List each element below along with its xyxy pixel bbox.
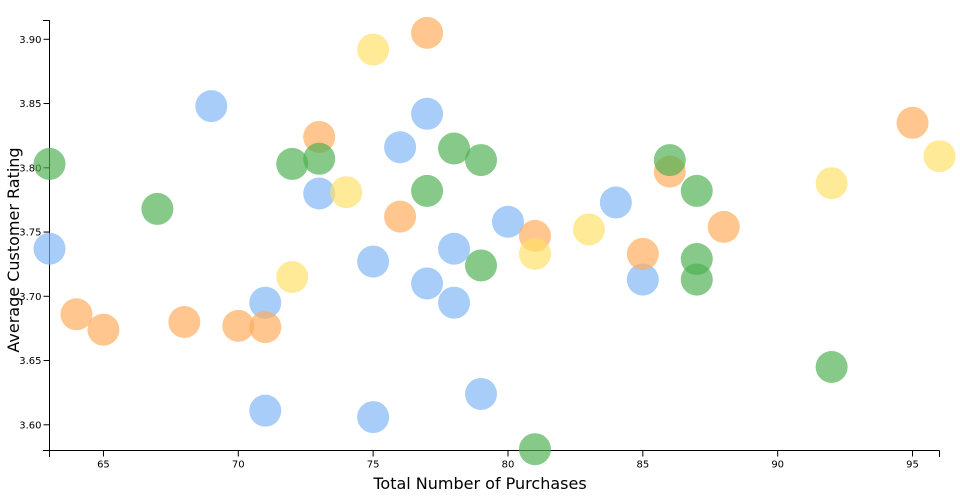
data-point-yellow[interactable]	[572, 213, 605, 246]
data-point-orange[interactable]	[896, 106, 929, 139]
x-axis-title: Total Number of Purchases	[372, 474, 586, 493]
data-point-green[interactable]	[518, 433, 551, 466]
data-point-green[interactable]	[411, 174, 444, 207]
y-tick-label: 3.90	[19, 35, 41, 46]
data-point-blue[interactable]	[357, 245, 390, 278]
data-point-orange[interactable]	[222, 309, 255, 342]
data-point-yellow[interactable]	[815, 167, 848, 200]
data-point-green[interactable]	[438, 132, 471, 165]
points-layer	[33, 16, 956, 466]
y-tick-label: 3.65	[19, 356, 41, 367]
data-point-blue[interactable]	[626, 263, 659, 296]
data-point-blue[interactable]	[411, 97, 444, 130]
y-tick-label: 3.80	[19, 163, 41, 174]
x-tick-label: 95	[906, 460, 919, 471]
data-point-yellow[interactable]	[276, 261, 309, 294]
data-point-yellow[interactable]	[923, 140, 956, 173]
data-point-blue[interactable]	[357, 401, 390, 434]
x-tick-label: 85	[636, 460, 649, 471]
data-point-blue[interactable]	[249, 394, 282, 427]
x-axis: 65 70 75 80 85 90 95	[49, 450, 940, 471]
data-point-orange[interactable]	[707, 210, 740, 243]
data-point-blue[interactable]	[438, 286, 471, 319]
y-tick-label: 3.60	[19, 420, 41, 431]
data-point-orange[interactable]	[249, 311, 282, 344]
data-point-green[interactable]	[680, 174, 713, 207]
x-tick-label: 80	[502, 460, 515, 471]
data-point-orange[interactable]	[87, 313, 120, 346]
data-point-orange[interactable]	[626, 237, 659, 270]
data-point-green[interactable]	[465, 144, 498, 177]
data-point-green[interactable]	[465, 249, 498, 282]
y-axis-title: Average Customer Rating	[4, 147, 23, 352]
y-tick-label: 3.75	[19, 228, 41, 239]
x-tick-label: 90	[771, 460, 784, 471]
data-point-blue[interactable]	[491, 205, 524, 238]
data-point-blue[interactable]	[249, 286, 282, 319]
data-point-green[interactable]	[141, 192, 174, 225]
data-point-yellow[interactable]	[330, 176, 363, 209]
data-point-green[interactable]	[33, 147, 66, 180]
data-point-blue[interactable]	[33, 232, 66, 265]
data-point-orange[interactable]	[384, 200, 417, 233]
data-point-blue[interactable]	[411, 267, 444, 300]
data-point-blue[interactable]	[195, 90, 228, 123]
x-tick-label: 70	[232, 460, 245, 471]
data-point-blue[interactable]	[599, 186, 632, 219]
x-tick-label: 65	[97, 460, 110, 471]
data-point-blue[interactable]	[384, 131, 417, 164]
x-tick-label: 75	[367, 460, 380, 471]
data-point-blue[interactable]	[438, 232, 471, 265]
data-point-blue[interactable]	[303, 177, 336, 210]
y-tick-label: 3.85	[19, 99, 41, 110]
data-point-blue[interactable]	[465, 377, 498, 410]
data-point-green[interactable]	[680, 263, 713, 296]
data-point-yellow[interactable]	[357, 33, 390, 66]
data-point-orange[interactable]	[411, 16, 444, 49]
data-point-yellow[interactable]	[518, 237, 551, 270]
data-point-orange[interactable]	[168, 305, 201, 338]
data-point-green[interactable]	[815, 350, 848, 383]
y-tick-label: 3.70	[19, 292, 41, 303]
data-point-orange[interactable]	[60, 298, 93, 331]
data-point-green[interactable]	[303, 142, 336, 175]
data-point-green[interactable]	[276, 147, 309, 180]
data-point-green[interactable]	[653, 144, 686, 177]
